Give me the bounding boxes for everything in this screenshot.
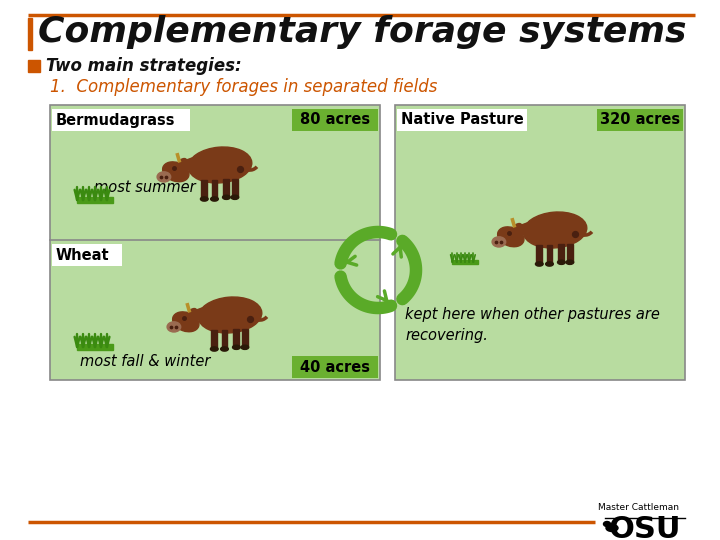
- Bar: [567, 244, 573, 262]
- Bar: [223, 179, 230, 197]
- Ellipse shape: [231, 195, 239, 199]
- Ellipse shape: [546, 262, 553, 266]
- Ellipse shape: [233, 345, 240, 349]
- Polygon shape: [176, 157, 196, 172]
- Text: Master Cattleman: Master Cattleman: [598, 503, 678, 512]
- Text: Wheat: Wheat: [56, 247, 109, 262]
- Bar: [50, 105, 380, 380]
- Text: kept here when other pastures are
recovering.: kept here when other pastures are recove…: [405, 307, 660, 343]
- Bar: [52, 109, 190, 131]
- Ellipse shape: [188, 147, 252, 183]
- Bar: [77, 198, 113, 202]
- Ellipse shape: [220, 347, 228, 351]
- Ellipse shape: [157, 172, 171, 182]
- Bar: [222, 330, 228, 349]
- Bar: [559, 244, 564, 262]
- Bar: [452, 260, 477, 264]
- Bar: [292, 109, 378, 131]
- Ellipse shape: [173, 312, 199, 332]
- Ellipse shape: [513, 224, 521, 230]
- Ellipse shape: [498, 227, 524, 247]
- Ellipse shape: [492, 237, 505, 247]
- Bar: [232, 179, 238, 197]
- Ellipse shape: [523, 212, 587, 248]
- Text: Native Pasture: Native Pasture: [401, 112, 523, 127]
- Ellipse shape: [200, 197, 208, 201]
- Ellipse shape: [163, 162, 189, 182]
- Polygon shape: [510, 221, 531, 237]
- Bar: [77, 345, 113, 349]
- Bar: [395, 105, 685, 380]
- Text: most fall & winter: most fall & winter: [80, 354, 210, 369]
- Bar: [233, 329, 239, 347]
- Text: Two main strategies:: Two main strategies:: [46, 57, 242, 75]
- Bar: [52, 244, 122, 266]
- Ellipse shape: [557, 260, 565, 265]
- Text: Bermudagrass: Bermudagrass: [56, 112, 176, 127]
- Text: 80 acres: 80 acres: [300, 112, 370, 127]
- Bar: [212, 180, 217, 199]
- Ellipse shape: [179, 159, 186, 165]
- Ellipse shape: [606, 524, 618, 531]
- Text: 1.  Complementary forages in separated fields: 1. Complementary forages in separated fi…: [50, 78, 437, 96]
- Polygon shape: [186, 307, 206, 322]
- Ellipse shape: [167, 322, 181, 332]
- Ellipse shape: [189, 308, 197, 315]
- Text: Complementary forage systems: Complementary forage systems: [38, 15, 686, 49]
- Bar: [28, 60, 40, 72]
- Bar: [536, 245, 542, 264]
- Ellipse shape: [241, 345, 248, 349]
- Bar: [597, 109, 683, 131]
- Text: most summer: most summer: [94, 179, 196, 194]
- Text: 40 acres: 40 acres: [300, 360, 370, 375]
- Ellipse shape: [211, 197, 218, 201]
- Ellipse shape: [198, 297, 262, 333]
- Bar: [242, 329, 248, 347]
- Bar: [28, 18, 32, 50]
- Ellipse shape: [210, 347, 218, 351]
- Ellipse shape: [603, 522, 611, 526]
- Ellipse shape: [222, 195, 230, 199]
- Ellipse shape: [536, 262, 543, 266]
- Bar: [397, 109, 527, 131]
- Bar: [546, 245, 552, 264]
- Bar: [211, 330, 217, 349]
- Bar: [292, 356, 378, 378]
- Text: 320 acres: 320 acres: [600, 112, 680, 127]
- Ellipse shape: [566, 260, 574, 265]
- Bar: [202, 180, 207, 199]
- Text: OSU: OSU: [608, 516, 681, 540]
